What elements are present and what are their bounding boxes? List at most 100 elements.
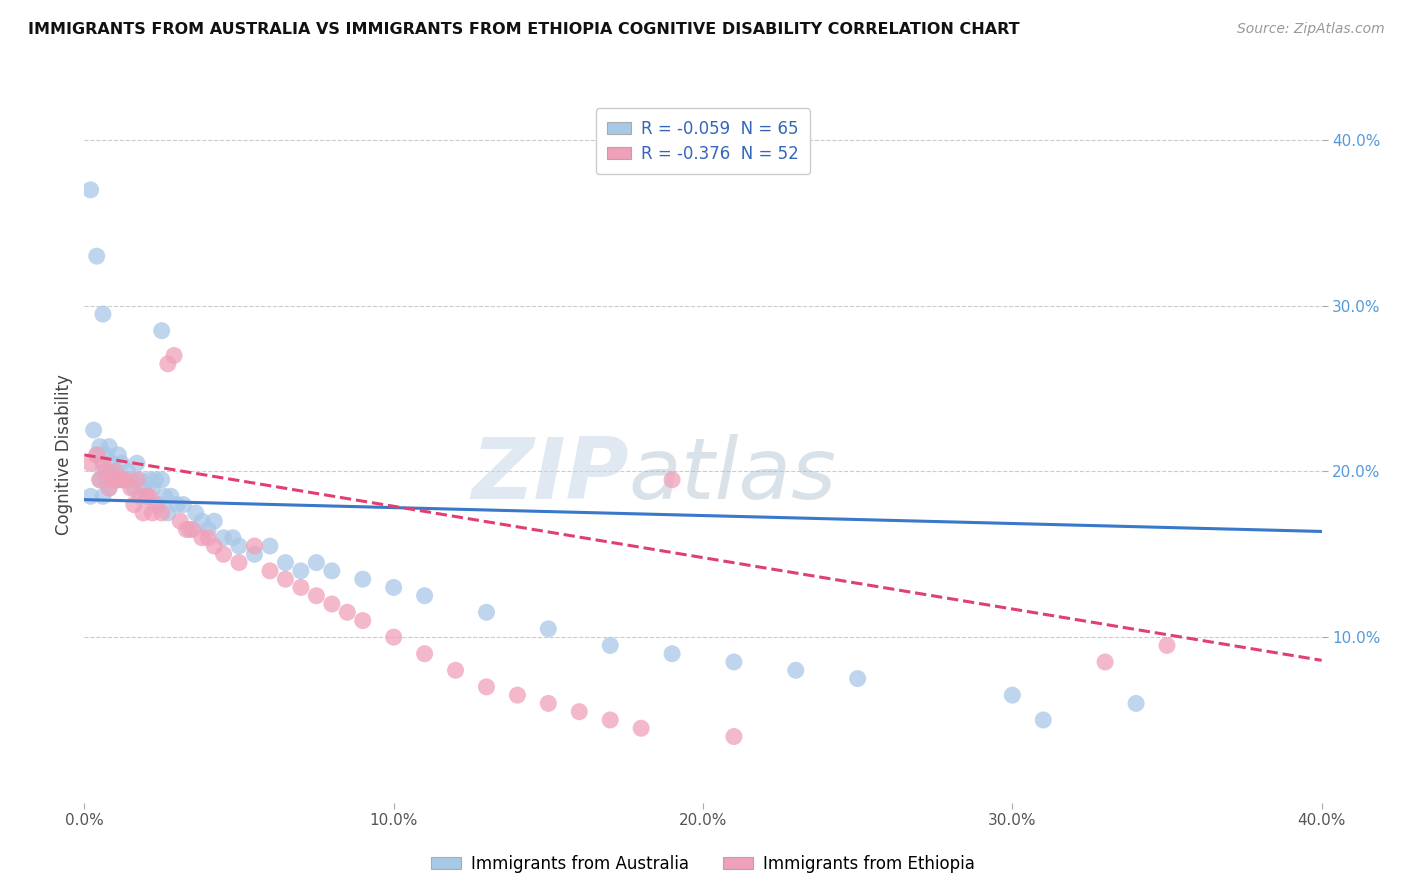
Point [122,498,145,512]
Legend: Immigrants from Australia, Immigrants from Ethiopia: Immigrants from Australia, Immigrants fr… [425,848,981,880]
Point [785,663,807,677]
Point [1094,655,1116,669]
Point [156,357,179,371]
Point [661,473,683,487]
Point [104,465,127,479]
Point [145,473,167,487]
Point [166,498,188,512]
Point [222,531,245,545]
Point [83,423,105,437]
Point [94,473,117,487]
Point [122,481,145,495]
Point [79,489,101,503]
Point [202,539,225,553]
Point [413,589,436,603]
Point [91,489,114,503]
Point [89,473,111,487]
Point [352,614,374,628]
Point [1125,697,1147,711]
Point [1001,688,1024,702]
Point [568,705,591,719]
Point [132,506,155,520]
Point [336,605,359,619]
Point [382,630,405,644]
Point [104,465,127,479]
Point [179,523,201,537]
Point [150,506,173,520]
Point [305,589,328,603]
Point [630,721,652,735]
Point [94,448,117,462]
Point [91,465,114,479]
Point [475,680,498,694]
Point [723,730,745,744]
Point [94,465,117,479]
Point [243,547,266,561]
Point [413,647,436,661]
Point [86,448,108,462]
Point [132,481,155,495]
Point [101,473,124,487]
Point [153,489,176,503]
Point [274,572,297,586]
Point [129,473,152,487]
Point [228,539,250,553]
Point [382,581,405,595]
Point [138,489,160,503]
Point [91,456,114,470]
Point [89,473,111,487]
Point [506,688,529,702]
Point [1156,639,1178,653]
Point [191,531,214,545]
Point [321,597,343,611]
Point [150,324,173,338]
Point [135,489,157,503]
Point [110,456,132,470]
Point [110,473,132,487]
Point [114,473,136,487]
Point [148,498,170,512]
Point [191,514,214,528]
Point [181,523,204,537]
Point [86,448,108,462]
Point [163,349,186,363]
Point [846,672,869,686]
Point [305,556,328,570]
Point [212,547,235,561]
Point [138,473,160,487]
Point [444,663,467,677]
Point [120,473,142,487]
Point [599,639,621,653]
Point [125,456,148,470]
Text: Source: ZipAtlas.com: Source: ZipAtlas.com [1237,22,1385,37]
Point [197,523,219,537]
Point [107,473,129,487]
Point [117,465,139,479]
Y-axis label: Cognitive Disability: Cognitive Disability [55,375,73,535]
Point [114,473,136,487]
Point [259,564,281,578]
Text: IMMIGRANTS FROM AUSTRALIA VS IMMIGRANTS FROM ETHIOPIA COGNITIVE DISABILITY CORRE: IMMIGRANTS FROM AUSTRALIA VS IMMIGRANTS … [28,22,1019,37]
Point [169,514,191,528]
Legend: R = -0.059  N = 65, R = -0.376  N = 52: R = -0.059 N = 65, R = -0.376 N = 52 [596,109,810,175]
Point [145,498,167,512]
Point [160,489,183,503]
Point [98,481,121,495]
Point [86,249,108,263]
Point [79,183,101,197]
Point [202,514,225,528]
Point [537,697,560,711]
Point [79,456,101,470]
Point [1032,713,1054,727]
Point [176,523,198,537]
Point [98,440,121,454]
Point [197,531,219,545]
Point [141,506,163,520]
Point [104,473,127,487]
Point [101,456,124,470]
Point [274,556,297,570]
Point [228,556,250,570]
Point [98,481,121,495]
Point [290,581,312,595]
Point [599,713,621,727]
